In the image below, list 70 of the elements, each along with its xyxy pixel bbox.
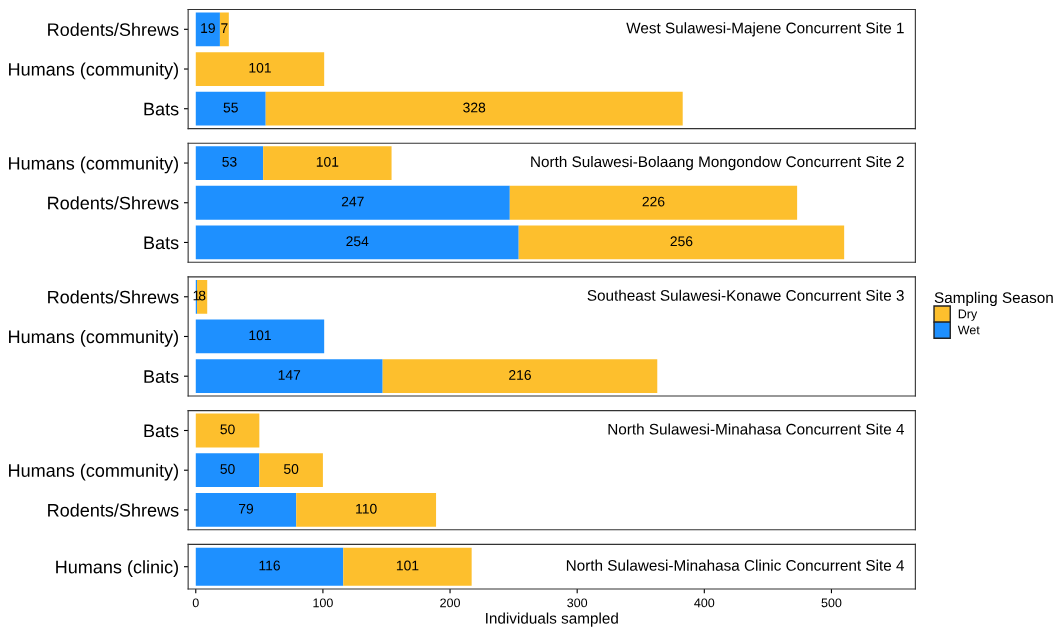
y-tick-label: Bats [144,236,179,250]
data-label: 256 [670,236,693,247]
data-label: 50 [283,464,299,474]
y-tick-label: Bats [144,424,179,438]
x-tick-label: 400 [694,598,715,608]
chart-title: North Sulawesi-Minahasa Clinic Concurrent Site 4 [566,559,905,571]
legend-title: Sampling Season [934,291,1053,307]
data-label: 79 [238,503,254,514]
bar [195,146,264,180]
data-label: 226 [642,196,665,207]
y-tick-label: Humans (community) [9,62,179,80]
data-label: 101 [249,330,271,341]
bar [195,319,325,354]
y-tick-label: Rodents/Shrews [48,22,179,37]
bar [263,146,392,180]
text: Southeast Sulawesi-Konawe Concurrent Site 3 [587,289,904,301]
x-tick-label: 300 [567,598,588,608]
bar [195,493,297,527]
data-label: 7 [221,23,228,33]
data-label: 101 [396,560,419,571]
x-axis-title: Individuals sampled [486,612,618,627]
bar [265,91,683,126]
text: North Sulawesi-Bolaang Mongondow Concurrent Site 2 [531,155,904,171]
legend-label: Wet [957,325,980,335]
y-tick-label: Rodents/Shrews [48,290,179,304]
y-tick-label: Bats [144,102,179,116]
text: West Sulawesi-Majene Concurrent Site 1 [626,22,904,37]
data-label: 247 [341,196,364,207]
y-tick-label: Humans (community) [9,329,179,347]
bar [259,453,323,488]
y-tick-label: Humans (community) [9,156,179,174]
bar [296,493,437,527]
y-tick-label: Humans (clinic) [56,560,178,577]
x-tick-label: 100 [313,598,333,608]
bar [518,225,845,260]
bar [195,453,260,488]
y-tick-label: Rodents/Shrews [48,196,179,210]
legend-label: Dry [958,309,978,321]
bar [382,359,658,394]
y-tick-label: Bats [144,370,179,383]
bar [195,91,266,126]
data-label: 254 [346,236,369,247]
bar [195,359,383,394]
bar [219,12,229,47]
bar [195,185,510,220]
data-label: 1 [193,290,200,301]
y-tick-label: Humans (community) [9,463,179,481]
bar [195,52,325,86]
data-label: 50 [220,424,235,435]
data-label: 328 [463,102,486,113]
bar [195,12,220,47]
data-label: 110 [356,503,377,514]
data-label: 147 [278,370,301,380]
bar [509,185,798,220]
x-tick-label: 0 [192,598,199,608]
text: North Sulawesi-Minahasa Concurrent Site 4 [608,423,905,435]
bar [195,413,260,448]
data-label: 8 [198,290,206,301]
data-label: 50 [220,464,235,474]
data-label: 55 [223,102,238,113]
x-tick-label: 200 [440,598,460,608]
data-label: 19 [201,23,215,34]
x-tick-label: 500 [821,598,842,608]
data-label: 101 [316,156,339,167]
bar [195,225,519,260]
data-label: 53 [222,156,237,167]
data-label: 116 [259,560,280,571]
data-label: 216 [509,370,531,380]
data-label: 101 [249,62,271,73]
y-tick-label: Rodents/Shrews [48,503,179,517]
